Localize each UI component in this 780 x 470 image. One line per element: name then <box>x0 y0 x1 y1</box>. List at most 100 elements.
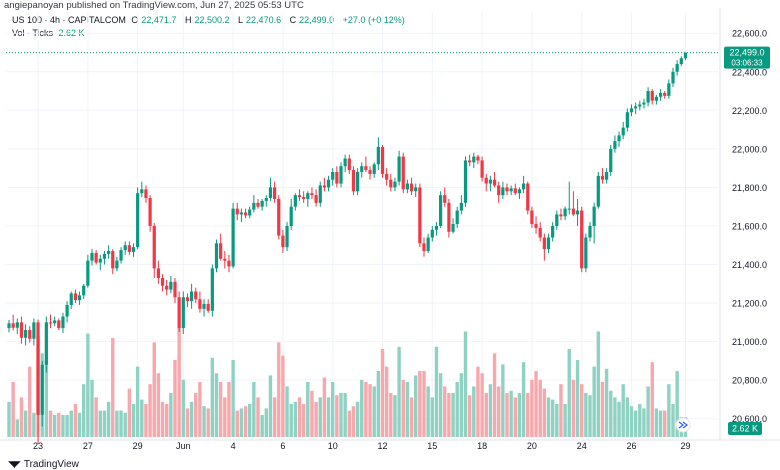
candle-body <box>227 260 231 267</box>
candle <box>551 222 555 242</box>
candle <box>144 185 148 203</box>
volume-bar <box>393 395 397 437</box>
candle-body <box>111 251 115 269</box>
volume-bar <box>86 333 90 437</box>
candle-body <box>393 181 397 188</box>
volume-bar <box>202 406 206 437</box>
volume-bar <box>252 382 256 437</box>
candle-body <box>480 160 484 178</box>
candle <box>476 154 480 165</box>
candle <box>36 319 40 444</box>
candle <box>40 360 44 427</box>
candle-body <box>605 171 609 180</box>
candle-body <box>380 146 385 174</box>
candle-body <box>405 183 409 190</box>
candle <box>451 218 455 234</box>
volume-bar <box>389 393 393 437</box>
candle <box>277 195 281 240</box>
y-tick-label: 22,400.0 <box>732 67 767 77</box>
candle-body <box>19 322 24 338</box>
candle <box>243 208 248 219</box>
candle <box>505 183 509 196</box>
candle <box>57 318 61 331</box>
candle-body <box>206 304 210 311</box>
footer-logo[interactable]: ◥◤ TradingView <box>8 459 79 470</box>
volume-bar <box>277 342 281 437</box>
candle-body <box>613 141 617 149</box>
candle <box>364 156 368 172</box>
candle-body <box>451 224 455 232</box>
candle-body <box>472 156 476 163</box>
candle-body <box>24 330 28 338</box>
candle <box>77 291 82 305</box>
volume-bar <box>310 390 314 437</box>
low-label: L <box>238 15 244 25</box>
volume-bar <box>235 410 239 437</box>
volume-bar <box>301 404 306 437</box>
volume-bar <box>538 379 542 437</box>
volume-bar <box>422 371 426 437</box>
volume-bar <box>480 373 484 437</box>
candle <box>609 145 613 176</box>
candle-body <box>439 195 443 226</box>
volume-bar <box>248 404 252 437</box>
candle-body <box>190 291 194 302</box>
volume-bar <box>472 386 476 437</box>
volume-bar <box>57 412 61 437</box>
volume-bar <box>314 401 318 437</box>
last-price-value: 22,499.0 <box>729 48 764 58</box>
volume-bar <box>23 410 28 437</box>
volume-bar <box>198 382 202 437</box>
candle <box>642 98 646 109</box>
candle-body <box>356 171 360 192</box>
volume-bar <box>492 353 497 437</box>
x-tick-label: Jun <box>176 441 191 451</box>
candle <box>339 162 343 188</box>
candle-body <box>683 52 688 59</box>
volume-bar <box>127 388 132 437</box>
volume-bar <box>588 395 592 437</box>
volume-bar <box>223 397 227 437</box>
candle <box>65 301 69 323</box>
candle <box>239 208 243 223</box>
candle-body <box>617 135 621 142</box>
candle <box>380 145 385 178</box>
candle <box>397 150 401 186</box>
volume-bar <box>52 415 57 437</box>
candle-body <box>181 297 185 329</box>
volume-bar <box>646 386 650 437</box>
candle-body <box>426 237 430 252</box>
volume-bar <box>559 384 563 437</box>
candle <box>347 154 351 174</box>
candle <box>264 195 268 207</box>
volume-bar <box>592 366 596 437</box>
candle-body <box>53 320 57 324</box>
candle-body <box>434 225 439 230</box>
candle <box>538 222 542 242</box>
candle-body <box>40 364 44 415</box>
volume-bar <box>335 395 339 437</box>
candle-body <box>588 225 592 238</box>
candle-body <box>156 268 160 279</box>
candle-body <box>169 281 173 290</box>
candle <box>575 198 580 226</box>
candle <box>422 237 426 257</box>
volume-bar <box>546 397 551 437</box>
ohlc-legend: US 100 · 4h · CAPITALCOM O 22,471.7 H 22,5… <box>12 15 408 25</box>
volume-bar <box>663 410 667 437</box>
candle <box>32 318 36 346</box>
candle-body <box>530 210 534 225</box>
candle <box>111 249 115 275</box>
candle-body <box>339 166 343 184</box>
candle <box>148 195 152 232</box>
volume-bar <box>111 338 115 437</box>
symbol-label[interactable]: US 100 · 4h · CAPITALCOM <box>12 15 126 25</box>
candle-body <box>152 225 156 269</box>
candle-body <box>115 260 119 269</box>
candle <box>285 222 289 252</box>
volume-bar <box>638 404 642 437</box>
volume-bar <box>189 401 194 437</box>
volume-bar <box>260 415 264 437</box>
volume-bar <box>430 397 434 437</box>
